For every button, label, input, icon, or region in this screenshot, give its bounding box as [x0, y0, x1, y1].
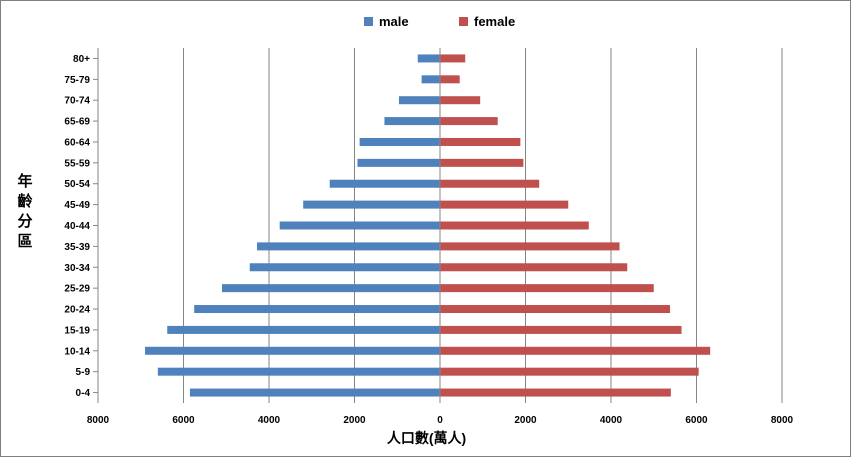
bar-female-80+	[440, 54, 466, 63]
bar-female-70-74	[440, 96, 481, 105]
x-tick-label: 2000	[343, 415, 366, 426]
bar-female-65-69	[440, 117, 498, 126]
bar-male-0-4	[189, 388, 440, 397]
x-tick-label: 0	[437, 415, 443, 426]
x-tick-label: 6000	[685, 415, 708, 426]
x-axis-title: 人口數(萬人)	[386, 430, 467, 446]
y-tick-label: 60-64	[64, 137, 90, 148]
bar-female-75-79	[440, 75, 460, 84]
y-tick-label: 55-59	[64, 158, 90, 169]
x-tick-label: 6000	[172, 415, 195, 426]
y-tick-label: 5-9	[76, 367, 91, 378]
bar-male-60-64	[359, 137, 440, 146]
bar-female-15-19	[440, 325, 682, 334]
bar-female-55-59	[440, 158, 524, 167]
bar-male-35-39	[257, 242, 440, 251]
y-tick-label: 0-4	[76, 388, 91, 399]
bar-male-10-14	[145, 346, 440, 355]
legend-swatch-female	[459, 17, 468, 26]
bar-female-30-34	[440, 263, 628, 272]
x-tick-label: 8000	[87, 415, 110, 426]
bar-female-40-44	[440, 221, 589, 230]
y-axis-title: 年齡分區	[17, 173, 33, 250]
legend-label-male: male	[379, 14, 409, 29]
x-tick-label: 4000	[600, 415, 623, 426]
bar-male-15-19	[167, 325, 440, 334]
y-tick-label: 20-24	[64, 305, 90, 316]
bar-male-75-79	[421, 75, 440, 84]
bar-male-50-54	[329, 179, 440, 188]
bar-female-45-49	[440, 200, 569, 209]
legend-item-female: female	[459, 14, 515, 29]
y-tick-label: 70-74	[64, 96, 90, 107]
legend-swatch-male	[364, 17, 373, 26]
bar-male-80+	[417, 54, 440, 63]
y-tick-label: 40-44	[64, 221, 90, 232]
legend-item-male: male	[364, 14, 409, 29]
x-tick-label: 2000	[514, 415, 537, 426]
y-tick-label: 50-54	[64, 179, 90, 190]
bar-male-45-49	[303, 200, 440, 209]
y-tick-label: 35-39	[64, 242, 90, 253]
y-tick-label: 80+	[73, 54, 90, 65]
bar-female-20-24	[440, 305, 670, 314]
y-tick-label: 30-34	[64, 263, 90, 274]
bar-female-35-39	[440, 242, 620, 251]
x-tick-label: 4000	[258, 415, 281, 426]
y-tick-label: 75-79	[64, 75, 90, 86]
bar-male-65-69	[384, 117, 440, 126]
y-tick-label: 25-29	[64, 284, 90, 295]
bar-male-20-24	[194, 305, 440, 314]
x-tick-label: 8000	[771, 415, 794, 426]
bar-male-25-29	[221, 284, 440, 293]
bar-female-50-54	[440, 179, 540, 188]
bar-female-60-64	[440, 137, 521, 146]
y-tick-label: 10-14	[64, 346, 90, 357]
y-tick-label: 15-19	[64, 325, 90, 336]
bar-female-25-29	[440, 284, 654, 293]
bar-male-55-59	[357, 158, 440, 167]
bar-female-5-9	[440, 367, 699, 376]
y-tick-label: 45-49	[64, 200, 90, 211]
bar-female-0-4	[440, 388, 671, 397]
bar-male-30-34	[249, 263, 440, 272]
bar-female-10-14	[440, 346, 711, 355]
bar-male-70-74	[398, 96, 440, 105]
y-tick-label: 65-69	[64, 117, 90, 128]
bar-male-5-9	[157, 367, 440, 376]
bar-male-40-44	[279, 221, 440, 230]
legend-label-female: female	[474, 14, 516, 29]
